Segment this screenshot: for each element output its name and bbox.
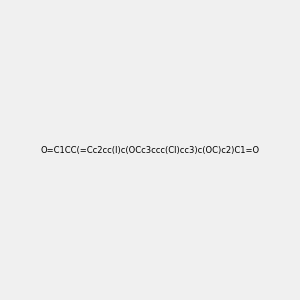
Text: O=C1CC(=Cc2cc(I)c(OCc3ccc(Cl)cc3)c(OC)c2)C1=O: O=C1CC(=Cc2cc(I)c(OCc3ccc(Cl)cc3)c(OC)c2… [40, 146, 260, 154]
